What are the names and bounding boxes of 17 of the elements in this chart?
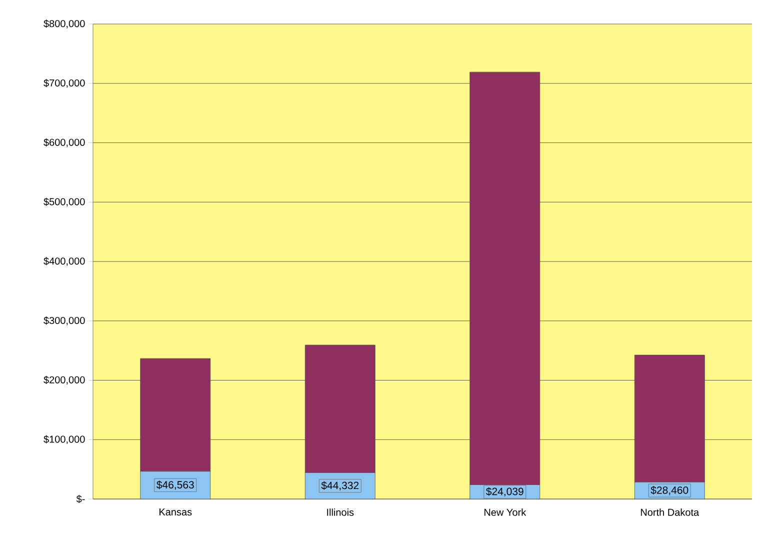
y-tick-label: $300,000 (44, 316, 85, 326)
x-tick-label: North Dakota (640, 508, 700, 516)
data-label: $46,563 (156, 480, 194, 490)
y-tick-label: $- (76, 494, 85, 504)
y-tick-label: $600,000 (44, 138, 85, 148)
y-tick-label: $100,000 (44, 435, 85, 444)
y-tick-label: $500,000 (44, 198, 85, 206)
x-tick-label: Kansas (160, 508, 192, 516)
x-tick-label: Illinois (327, 508, 354, 516)
data-label: $44,332 (321, 481, 359, 490)
y-tick-label: $800,000 (44, 20, 85, 28)
data-label: $28,460 (650, 486, 688, 496)
y-tick-label: $400,000 (44, 257, 85, 266)
y-tick-label: $700,000 (44, 79, 85, 88)
y-tick-label: $200,000 (44, 376, 85, 385)
data-label: $24,039 (486, 487, 524, 496)
x-tick-label: New York (484, 508, 526, 516)
